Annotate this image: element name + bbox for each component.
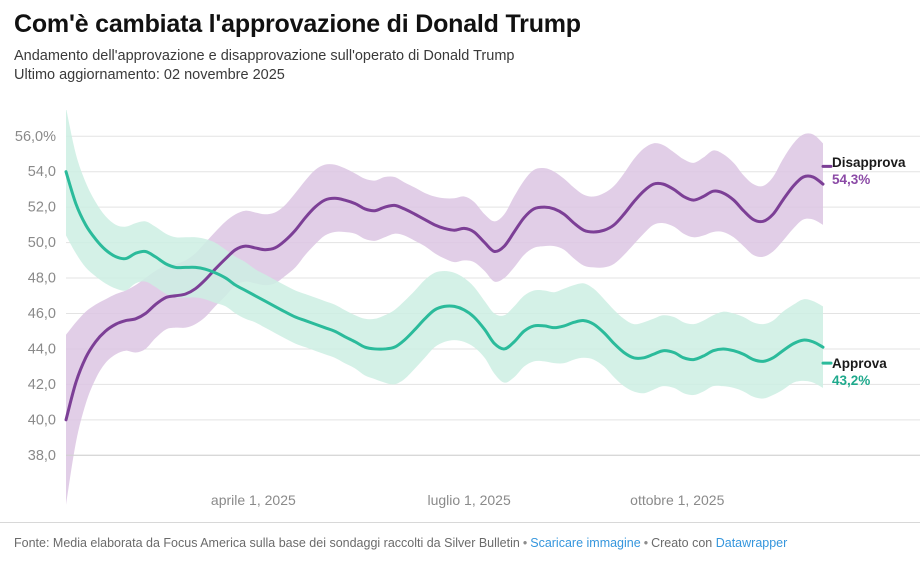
y-axis-tick-label: 52,0 [28,200,56,216]
series-label-disapprova-name: Disapprova [832,155,906,170]
footer-text: Fonte: Media elaborata da Focus America … [0,523,920,551]
chart-footer: Fonte: Media elaborata da Focus America … [0,522,920,563]
x-axis-tick-label: luglio 1, 2025 [427,492,511,508]
chart-subtitle-line-1: Andamento dell'approvazione e disapprova… [14,48,515,64]
x-axis-tick-label: aprile 1, 2025 [211,492,296,508]
series-line-approva [64,170,825,363]
footer-created-with: Creato con [651,536,713,550]
page-title: Com'è cambiata l'approvazione di Donald … [14,10,581,38]
x-axis-tick-label: ottobre 1, 2025 [630,492,724,508]
plot-area: 38,0 40,0 42,0 44,0 46,0 48,0 50,0 52,0 54,0 56,0… [0,110,920,515]
y-axis-tick-label: 48,0 [28,271,56,287]
y-axis-tick-label: 42,0 [28,377,56,393]
y-axis-tick-label: 44,0 [28,341,56,357]
datawrapper-link[interactable]: Datawrapper [715,536,788,550]
series-label-approva: Approva 43,2% [832,356,887,389]
y-axis-tick-label: 56,0% [15,129,56,145]
footer-source: Fonte: Media elaborata da Focus America … [14,536,520,550]
line-chart-svg: 38,0 40,0 42,0 44,0 46,0 48,0 50,0 52,0 54,0 56,0… [15,110,920,508]
y-axis-tick-label: 40,0 [28,412,56,428]
download-image-link[interactable]: Scaricare immagine [530,536,641,550]
y-axis-tick-label: 50,0 [28,235,56,251]
series-label-disapprova-value: 54,3% [832,172,871,187]
footer-separator-2: • [643,536,649,550]
confidence-band-disapprova [66,133,823,505]
series-label-disapprova: Disapprova 54,3% [832,155,906,188]
series-label-approva-value: 43,2% [832,373,871,388]
footer-separator-1: • [522,536,528,550]
y-axis-tick-label: 46,0 [28,306,56,322]
y-axis-tick-label: 54,0 [28,164,56,180]
series-label-approva-name: Approva [832,356,887,371]
chart-subtitle-line-2: Ultimo aggiornamento: 02 novembre 2025 [14,67,285,83]
series-line-disapprova [64,174,825,422]
confidence-band-approva [66,110,823,399]
chart-subtitle: Andamento dell'approvazione e disapprova… [14,39,906,85]
y-axis-tick-label: 38,0 [28,448,56,464]
